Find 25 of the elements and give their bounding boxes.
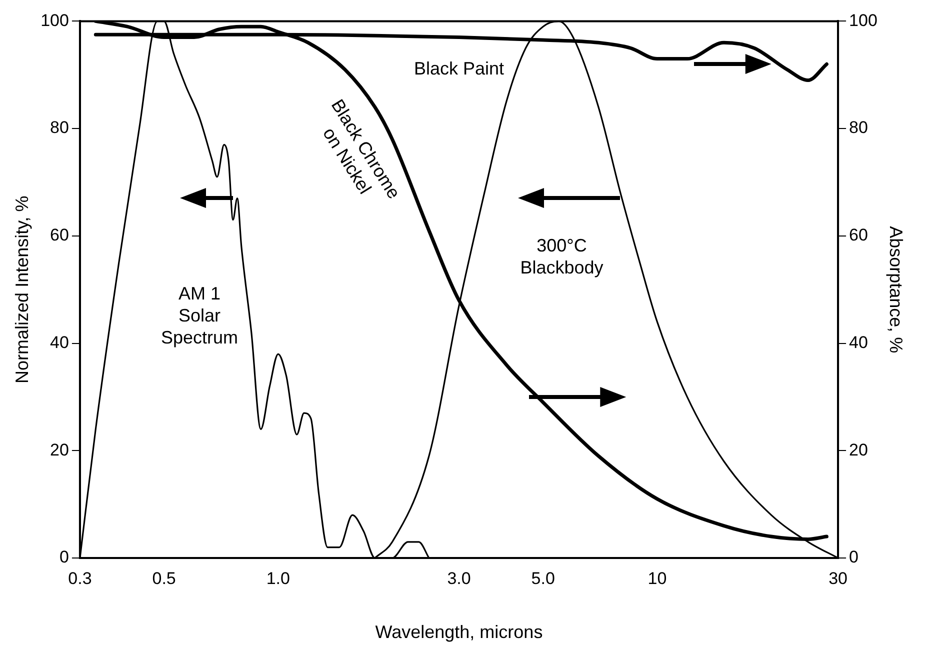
x-tick-label: 10 <box>648 568 667 588</box>
y2-tick-label: 20 <box>849 440 868 460</box>
y2-axis-title: Absorptance, % <box>886 226 906 354</box>
y-tick-label: 60 <box>50 226 69 245</box>
annotation: AM 1 Solar Spectrum <box>160 283 238 348</box>
x-tick-label: 0.3 <box>68 568 92 588</box>
x-tick-label: 1.0 <box>266 568 290 588</box>
x-tick-label: 30 <box>828 568 848 588</box>
y-tick-label: 0 <box>59 548 69 567</box>
y2-tick-label: 80 <box>849 118 868 138</box>
y-tick-label: 40 <box>50 332 69 352</box>
x-axis-title: Wavelength, microns <box>375 622 543 642</box>
y-tick-label: 80 <box>50 118 69 138</box>
y-tick-label: 100 <box>40 10 69 30</box>
x-tick-label: 5.0 <box>531 568 555 588</box>
y-tick-label: 20 <box>50 440 69 460</box>
annotation: Black Paint <box>414 58 504 78</box>
y2-tick-label: 40 <box>849 332 868 352</box>
y2-tick-label: 100 <box>849 10 878 30</box>
annotation: 300°C Blackbody <box>520 235 604 278</box>
x-tick-label: 0.5 <box>152 568 176 588</box>
y2-tick-label: 60 <box>849 226 868 245</box>
y2-tick-label: 0 <box>849 548 859 567</box>
y-axis-title: Normalized Intensity, % <box>12 196 32 384</box>
x-tick-label: 3.0 <box>447 568 471 588</box>
